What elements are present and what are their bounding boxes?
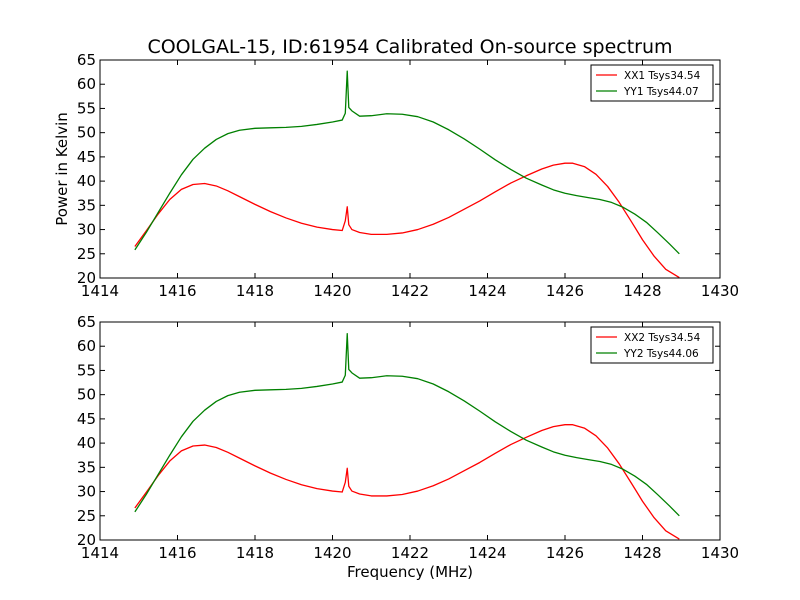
- top-y-tick-label: 30: [77, 221, 96, 239]
- top-series-line-yy1: [134, 70, 680, 255]
- bottom-legend-label: XX2 Tsys34.54: [624, 332, 701, 344]
- y-axis-label: Power in Kelvin: [53, 112, 71, 226]
- top-x-tick-label: 1418: [236, 282, 274, 300]
- top-x-tick-label: 1416: [158, 282, 196, 300]
- bottom-y-tick-label: 35: [77, 458, 96, 476]
- bottom-y-tick-label: 65: [77, 313, 96, 331]
- bottom-y-tick-label: 30: [77, 483, 96, 501]
- bottom-y-tick-label: 40: [77, 434, 96, 452]
- bottom-legend-label: YY2 Tsys44.06: [623, 348, 699, 360]
- top-series-line-xx1: [134, 162, 680, 279]
- top-x-tick-label: 1426: [546, 282, 584, 300]
- top-y-tick-label: 55: [77, 99, 96, 117]
- bottom-legend: XX2 Tsys34.54 YY2 Tsys44.06: [590, 326, 714, 364]
- top-legend-box: [590, 64, 714, 102]
- top-y-tick-label: 25: [77, 245, 96, 263]
- top-legend-label: XX1 Tsys34.54: [624, 70, 701, 82]
- top-x-tick-label: 1414: [81, 282, 119, 300]
- bottom-x-tick-label: 1414: [81, 544, 119, 562]
- figure-title: COOLGAL-15, ID:61954 Calibrated On-sourc…: [147, 36, 672, 58]
- bottom-y-tick-label: 20: [77, 531, 96, 549]
- top-y-tick-label: 50: [77, 124, 96, 142]
- bottom-x-tick-label: 1428: [623, 544, 661, 562]
- top-x-tick-label: 1422: [391, 282, 429, 300]
- x-axis-label: Frequency (MHz): [347, 563, 473, 581]
- bottom-series-line-yy2: [134, 332, 680, 517]
- top-x-tick-label: 1420: [313, 282, 351, 300]
- bottom-x-tick-label: 1422: [391, 544, 429, 562]
- bottom-spectrum-panel: 1414 1416 1418 1420 1422 1424 1426 1428 1430 20 25…: [77, 313, 739, 562]
- bottom-x-tick-label: 1430: [701, 544, 739, 562]
- top-x-tick-label: 1428: [623, 282, 661, 300]
- top-spectrum-panel: 1414 1416 1418 1420 1422 1424 1426 1428 1430 20 25…: [77, 51, 739, 300]
- top-y-tick-label: 35: [77, 196, 96, 214]
- bottom-x-tick-label: 1418: [236, 544, 274, 562]
- bottom-y-tick-label: 25: [77, 507, 96, 525]
- bottom-series-line-xx2: [134, 424, 680, 540]
- top-legend-label: YY1 Tsys44.07: [623, 86, 699, 98]
- bottom-legend-box: [590, 326, 714, 364]
- bottom-y-tick-label: 45: [77, 410, 96, 428]
- top-x-tick-label: 1430: [701, 282, 739, 300]
- top-y-tick-label: 45: [77, 148, 96, 166]
- bottom-y-tick-label: 60: [77, 337, 96, 355]
- top-y-tick-label: 20: [77, 269, 96, 287]
- top-x-tick-label: 1424: [468, 282, 506, 300]
- bottom-y-tick-label: 55: [77, 361, 96, 379]
- bottom-x-tick-label: 1420: [313, 544, 351, 562]
- bottom-x-tick-label: 1424: [468, 544, 506, 562]
- top-y-tick-label: 65: [77, 51, 96, 69]
- top-legend: XX1 Tsys34.54 YY1 Tsys44.07: [590, 64, 714, 102]
- top-y-tick-label: 60: [77, 75, 96, 93]
- top-y-tick-label: 40: [77, 172, 96, 190]
- bottom-y-tick-label: 50: [77, 386, 96, 404]
- bottom-x-tick-label: 1426: [546, 544, 584, 562]
- bottom-x-tick-label: 1416: [158, 544, 196, 562]
